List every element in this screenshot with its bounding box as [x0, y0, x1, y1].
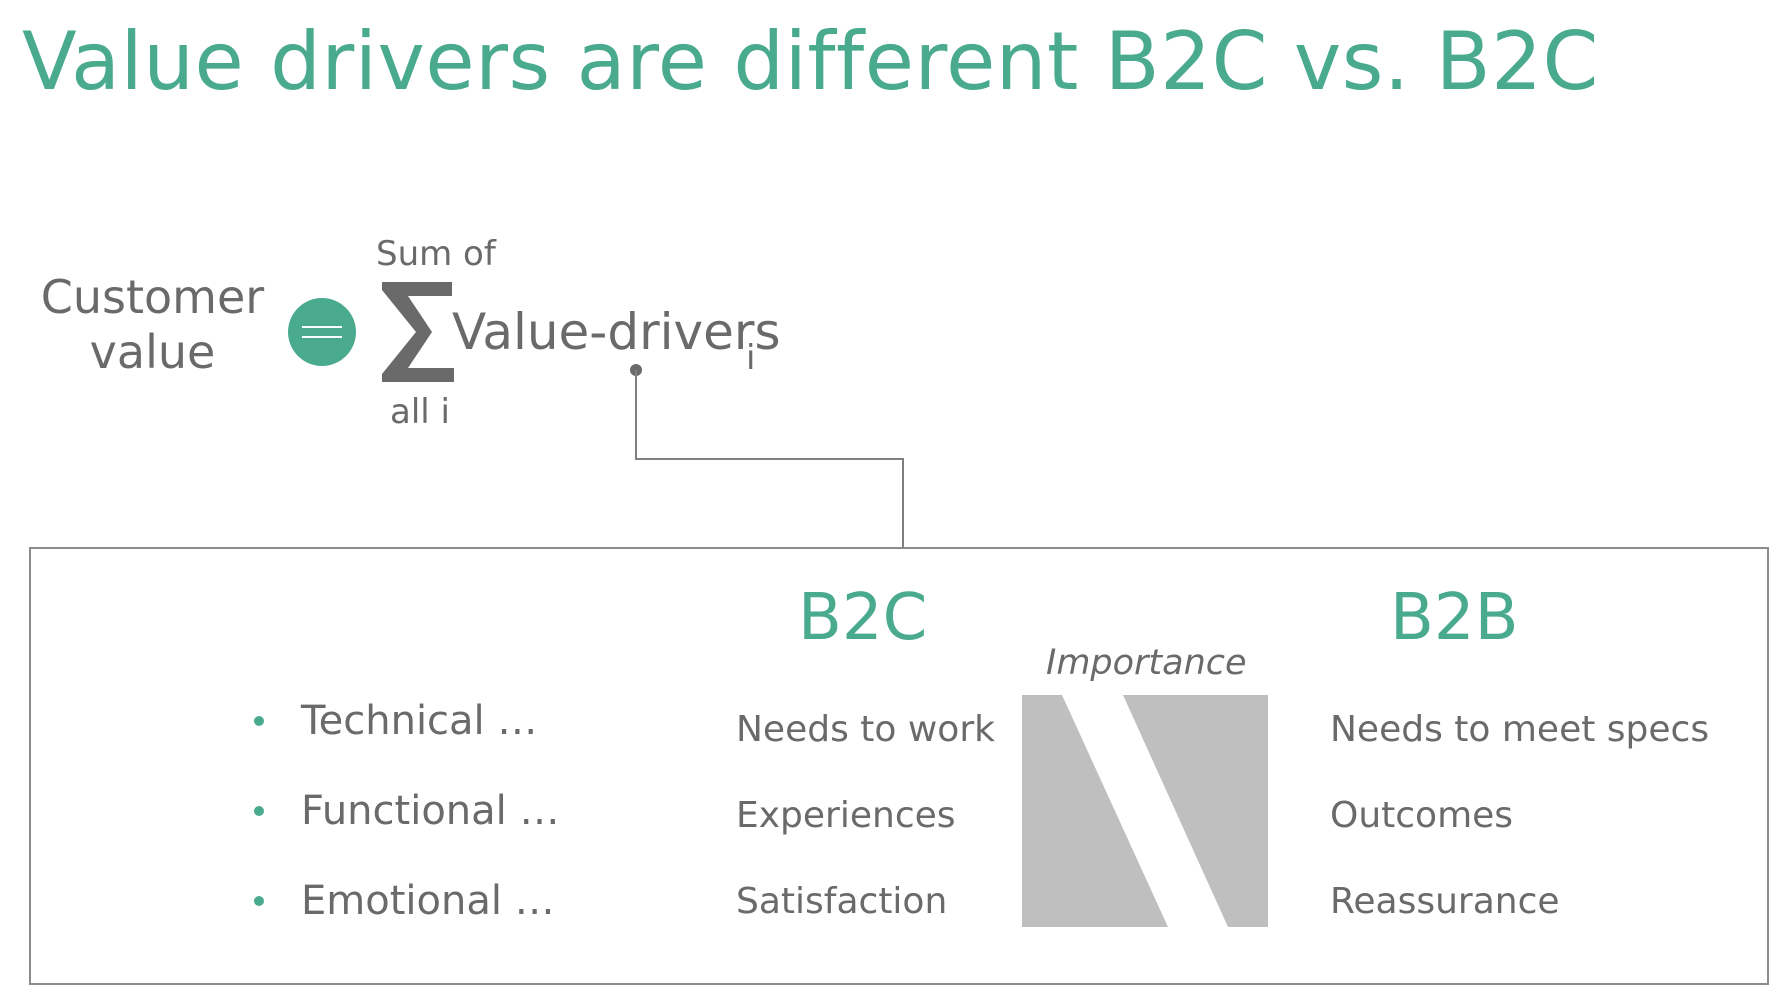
- bullet-icon: [254, 716, 264, 726]
- b2b-item: Needs to meet specs: [1330, 709, 1710, 750]
- sum-lower-label: all i: [390, 392, 450, 432]
- value-drivers-subscript: i: [746, 338, 756, 378]
- b2c-item: Experiences: [736, 795, 956, 836]
- customer-value-label: Customer value: [40, 270, 265, 380]
- bullet-icon: [254, 806, 264, 816]
- sigma-icon: [382, 282, 454, 382]
- b2b-heading: B2B: [1390, 581, 1519, 655]
- customer-value-line-1: Customer: [40, 270, 265, 324]
- list-item-label: Emotional …: [301, 878, 555, 924]
- list-item-label: Technical …: [301, 698, 538, 744]
- b2c-item: Needs to work: [736, 709, 995, 750]
- importance-graphic: [1022, 695, 1268, 927]
- customer-value-line-2: value: [89, 325, 216, 379]
- b2c-heading: B2C: [798, 581, 928, 655]
- b2b-item: Reassurance: [1330, 881, 1560, 922]
- bullet-icon: [254, 896, 264, 906]
- b2b-item: Outcomes: [1330, 795, 1514, 836]
- list-item-label: Functional …: [301, 788, 560, 834]
- slide-title: Value drivers are different B2C vs. B2C: [22, 15, 1599, 108]
- comparison-panel: [29, 547, 1769, 985]
- importance-b2c-shape: [1022, 695, 1168, 927]
- equals-icon: [288, 298, 356, 366]
- sum-upper-label: Sum of: [376, 234, 496, 274]
- b2c-item: Satisfaction: [736, 881, 948, 922]
- value-drivers-term: Value-drivers: [452, 303, 781, 361]
- importance-b2b-shape: [1123, 695, 1268, 927]
- importance-label: Importance: [1046, 643, 1247, 683]
